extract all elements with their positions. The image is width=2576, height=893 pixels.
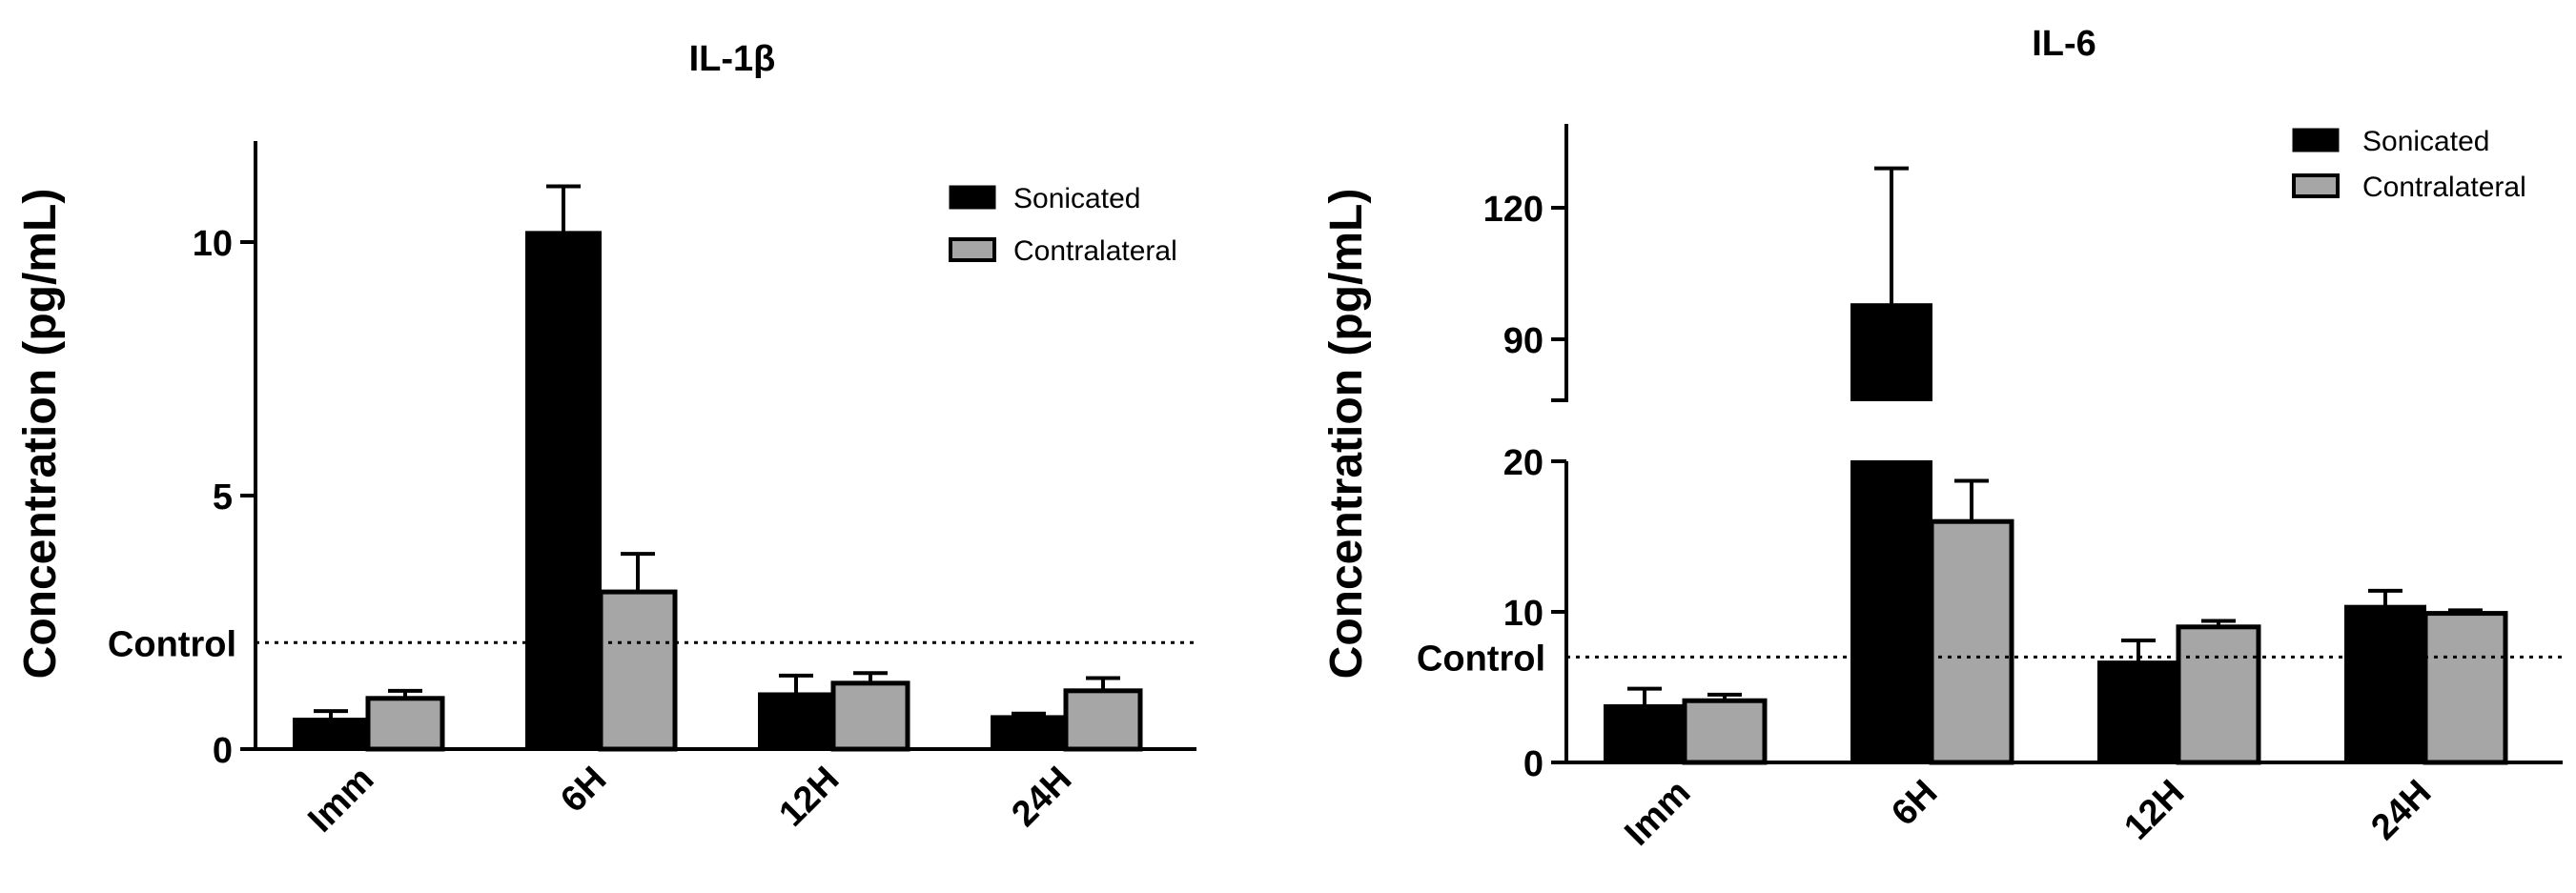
x-tick-label-12h: 12H bbox=[2116, 773, 2192, 848]
legend: Sonicated Contralateral bbox=[2292, 126, 2526, 203]
y-axis-label: Concentration (pg/mL) bbox=[15, 189, 66, 680]
legend-swatch-contralateral bbox=[2292, 173, 2340, 198]
y-tick-label-20: 20 bbox=[1503, 443, 1544, 483]
bar-sonicated-24h bbox=[991, 715, 1067, 750]
legend: Sonicated Contralateral bbox=[949, 183, 1177, 267]
plot-area bbox=[1604, 166, 2508, 765]
legend-swatch-sonicated bbox=[2292, 128, 2340, 152]
y-ticks: 0 5 10 bbox=[193, 224, 256, 771]
bar-contralateral-6h bbox=[598, 589, 678, 752]
x-tick-label-12h: 12H bbox=[771, 760, 847, 835]
x-tick-label-6h: 6H bbox=[553, 760, 614, 821]
bar-sonicated-24h bbox=[2344, 604, 2426, 763]
bar-contralateral-24h bbox=[2423, 611, 2508, 765]
y-tick-label-0: 0 bbox=[1523, 744, 1544, 784]
chart-il1b: IL-1β Concentration (pg/mL) 0 5 10 Imm 6H 12… bbox=[15, 39, 1196, 841]
legend-label-sonicated: Sonicated bbox=[2362, 126, 2489, 157]
x-tick-label-24h: 24H bbox=[1004, 760, 1079, 835]
legend-swatch-contralateral bbox=[949, 237, 996, 262]
y-tick-label-90: 90 bbox=[1503, 321, 1544, 361]
legend-label-contralateral: Contralateral bbox=[2362, 172, 2526, 203]
bar-sonicated-6h-lower bbox=[1850, 460, 1932, 763]
bar-sonicated-12h bbox=[2097, 660, 2179, 764]
bar-sonicated-6h bbox=[525, 231, 602, 751]
y-axis-label: Concentration (pg/mL) bbox=[1321, 189, 1372, 680]
plot-area bbox=[293, 184, 1143, 752]
y-tick-label-0: 0 bbox=[213, 731, 233, 771]
bar-contralateral-12h bbox=[2176, 624, 2261, 765]
bar-sonicated-6h-upper bbox=[1850, 303, 1932, 402]
control-label: Control bbox=[108, 624, 236, 664]
bar-sonicated-12h bbox=[758, 692, 834, 750]
bar-contralateral-6h bbox=[1929, 518, 2014, 765]
chart-il6: IL-6 Concentration (pg/mL) 0 10 20 90 120 Im… bbox=[1321, 24, 2563, 854]
legend-swatch-sonicated bbox=[949, 185, 996, 210]
x-tick-label-imm: Imm bbox=[300, 760, 381, 841]
x-tick-label-24h: 24H bbox=[2363, 773, 2439, 848]
x-tick-labels: Imm 6H 12H 24H bbox=[300, 760, 1079, 841]
bar-contralateral-imm bbox=[1682, 698, 1768, 765]
y-tick-label-10: 10 bbox=[193, 224, 233, 264]
legend-label-contralateral: Contralateral bbox=[1013, 235, 1177, 267]
control-label: Control bbox=[1417, 639, 1545, 679]
bar-contralateral-12h bbox=[830, 680, 910, 752]
y-tick-label-10: 10 bbox=[1503, 594, 1544, 634]
legend-label-sonicated: Sonicated bbox=[1013, 183, 1140, 214]
bar-sonicated-imm bbox=[1604, 703, 1686, 764]
x-tick-labels: Imm 6H 12H 24H bbox=[1617, 773, 2439, 854]
bar-contralateral-imm bbox=[365, 696, 445, 752]
bar-contralateral-24h bbox=[1063, 688, 1143, 752]
bar-sonicated-imm bbox=[293, 718, 369, 751]
y-ticks: 0 10 20 90 120 bbox=[1483, 190, 1566, 784]
x-tick-label-6h: 6H bbox=[1884, 773, 1945, 834]
y-tick-label-120: 120 bbox=[1483, 190, 1544, 230]
y-tick-label-5: 5 bbox=[213, 477, 233, 518]
chart-title: IL-6 bbox=[2032, 24, 2096, 64]
x-tick-label-imm: Imm bbox=[1617, 773, 1698, 854]
chart-title: IL-1β bbox=[689, 39, 776, 79]
